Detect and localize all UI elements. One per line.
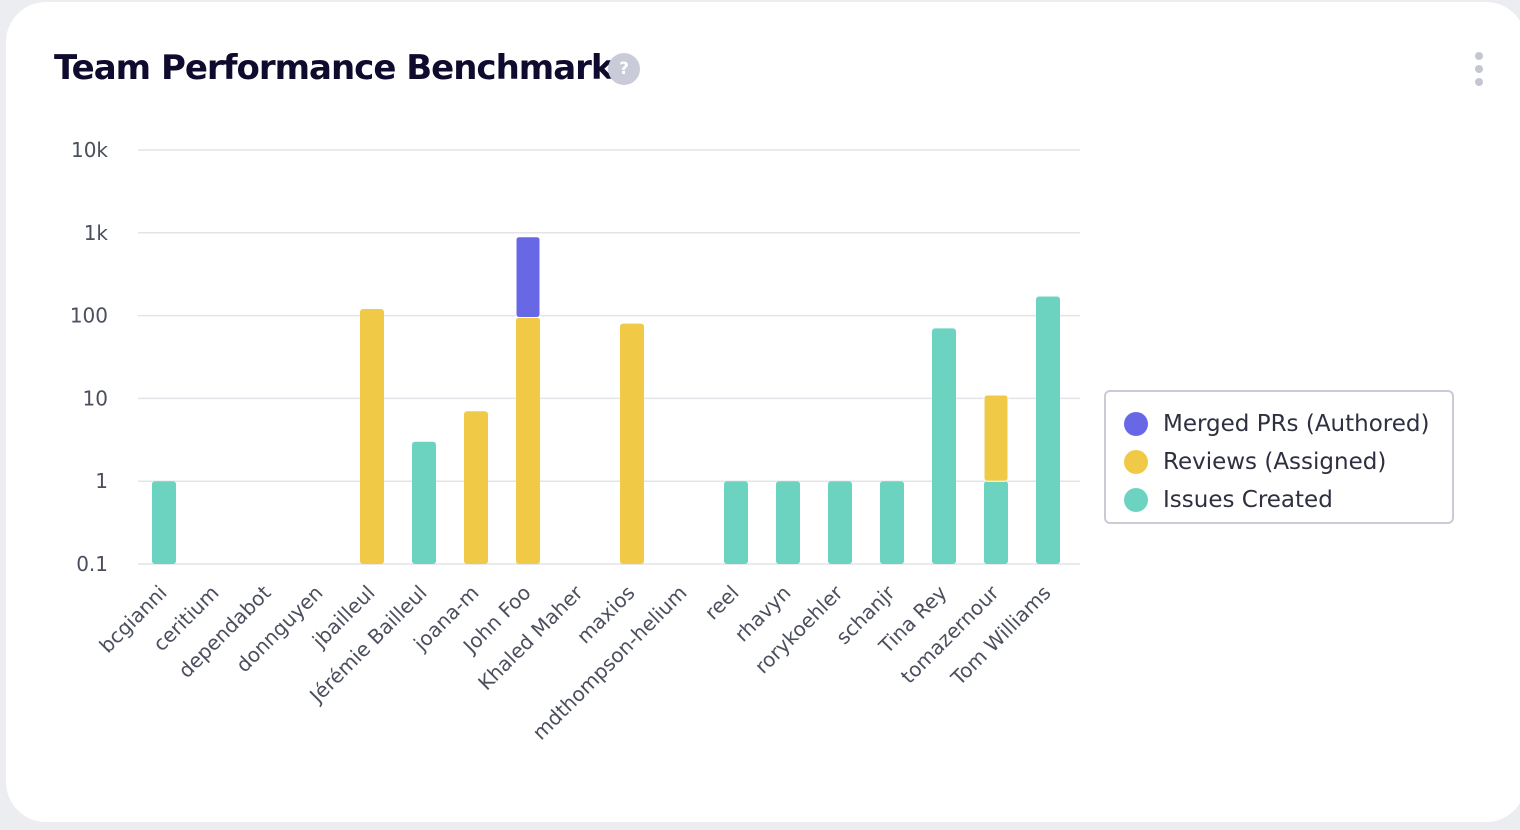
kebab-menu-icon[interactable] xyxy=(1468,52,1490,86)
bar-issues-created[interactable] xyxy=(412,441,436,564)
x-tick-label: reel xyxy=(700,581,744,625)
bar-reviews-assigned[interactable] xyxy=(620,323,644,564)
y-tick-label: 1k xyxy=(84,221,109,245)
bar-reviews-assigned[interactable] xyxy=(983,394,1009,482)
legend-swatch xyxy=(1124,488,1148,512)
legend-swatch xyxy=(1124,412,1148,436)
legend-label: Issues Created xyxy=(1163,487,1333,513)
card-title: Team Performance Benchmark xyxy=(54,48,614,88)
y-tick-label: 1 xyxy=(95,469,108,493)
bar-reviews-assigned[interactable] xyxy=(464,411,488,564)
bar-reviews-assigned[interactable] xyxy=(360,309,384,564)
y-axis-ticks: 0.1 1 10 100 1k 10k xyxy=(70,138,109,576)
y-tick-label: 10 xyxy=(83,386,108,410)
bar-issues-created[interactable] xyxy=(880,481,904,564)
bar-issues-created[interactable] xyxy=(984,481,1008,564)
bar-issues-created[interactable] xyxy=(1036,296,1060,564)
legend-label: Merged PRs (Authored) xyxy=(1163,411,1430,437)
bar-issues-created[interactable] xyxy=(828,481,852,564)
grid-lines xyxy=(138,149,1080,565)
y-tick-label: 100 xyxy=(70,304,108,328)
bar-issues-created[interactable] xyxy=(724,481,748,564)
bar-issues-created[interactable] xyxy=(932,328,956,564)
x-axis-ticks: bcgianniceritiumdependabotdonnguyenjbail… xyxy=(94,580,1055,745)
legend-item[interactable]: Reviews (Assigned) xyxy=(1124,443,1452,481)
help-icon[interactable]: ? xyxy=(608,53,640,85)
y-tick-label: 10k xyxy=(71,138,108,162)
legend-item[interactable]: Merged PRs (Authored) xyxy=(1124,405,1452,443)
bar-issues-created[interactable] xyxy=(152,481,176,564)
bars xyxy=(152,236,1060,564)
legend-label: Reviews (Assigned) xyxy=(1163,449,1387,475)
bar-merged-prs-authored[interactable] xyxy=(515,236,541,318)
y-tick-label: 0.1 xyxy=(76,552,108,576)
stacked-bar-chart: 0.1 1 10 100 1k 10k bcgianniceritiumdependabo… xyxy=(70,138,1080,745)
bar-reviews-assigned[interactable] xyxy=(516,317,540,564)
bar-issues-created[interactable] xyxy=(776,481,800,564)
chart-legend: Merged PRs (Authored) Reviews (Assigned) I… xyxy=(1104,390,1454,524)
legend-swatch xyxy=(1124,450,1148,474)
legend-item[interactable]: Issues Created xyxy=(1124,481,1452,519)
